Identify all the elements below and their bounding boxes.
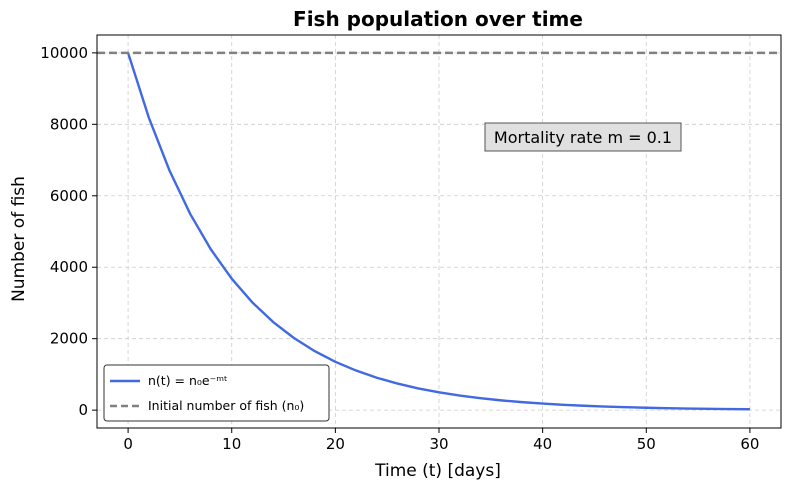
legend-label-model: n(t) = n₀e⁻ᵐᵗ (148, 373, 228, 388)
legend: n(t) = n₀e⁻ᵐᵗ Initial number of fish (n₀… (103, 364, 330, 422)
annotation-box: Mortality rate m = 0.1 (484, 122, 682, 152)
series-layer (97, 51, 781, 411)
y-axis-label: Number of fish (9, 176, 29, 302)
x-axis-label: Time (t) [days] (374, 461, 501, 481)
legend-label-initial: Initial number of fish (n₀) (148, 398, 304, 413)
x-tick-label: 0 (123, 435, 133, 453)
y-tick-label: 8000 (50, 115, 88, 133)
annotation-background (484, 122, 682, 152)
legend-frame (103, 364, 330, 422)
x-tick-label: 50 (637, 435, 656, 453)
annotation-text: Mortality rate m = 0.1 (494, 128, 672, 147)
population-curve (126, 52, 750, 411)
y-tick-label: 6000 (50, 187, 88, 205)
x-tick-label: 40 (533, 435, 552, 453)
x-tick-label: 20 (326, 435, 345, 453)
y-tick-label: 2000 (50, 330, 88, 348)
x-tick-label: 60 (740, 435, 759, 453)
y-tick-label: 4000 (50, 258, 88, 276)
y-tick-label: 0 (78, 401, 88, 419)
x-tick-label: 10 (222, 435, 241, 453)
ticks: 0 10 20 30 40 50 60 0 2000 4000 6000 8000 10000 (40, 44, 759, 453)
y-tick-label: 10000 (40, 44, 88, 62)
x-tick-label: 30 (429, 435, 448, 453)
chart-title: Fish population over time (293, 7, 583, 31)
